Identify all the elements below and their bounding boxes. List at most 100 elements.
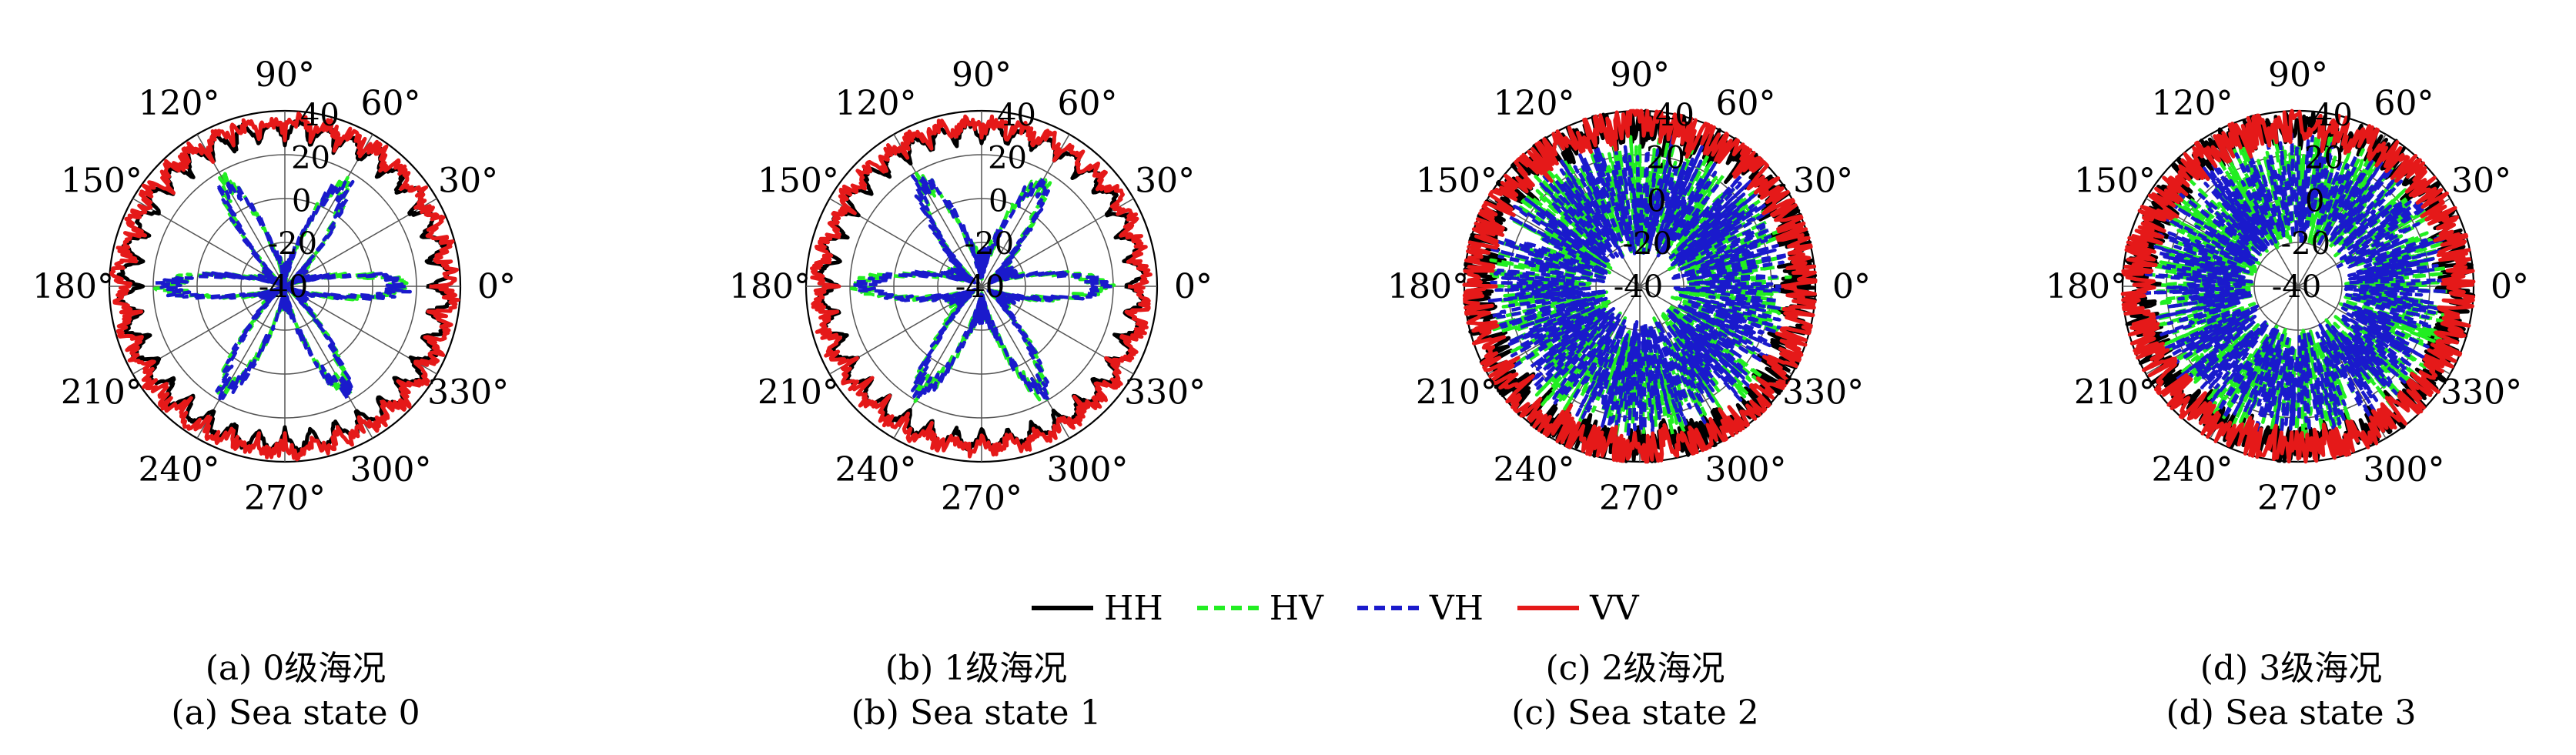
- angle-tick-label: 180°: [2046, 267, 2127, 306]
- angle-tick-label: 240°: [1494, 450, 1575, 489]
- angle-tick-label: 90°: [255, 55, 315, 95]
- angle-tick-label: 150°: [2074, 162, 2156, 201]
- series-line-hh: [116, 118, 453, 455]
- angle-tick-label: 90°: [1610, 55, 1670, 95]
- angle-tick-label: 120°: [835, 84, 917, 123]
- caption-a: (a) 0级海况 (a) Sea state 0: [26, 646, 565, 736]
- caption-d-cn: (d) 3级海况: [2200, 649, 2383, 688]
- angle-tick-label: 300°: [350, 450, 432, 489]
- series-line-vv: [810, 114, 1153, 459]
- angle-tick-label: 120°: [2152, 84, 2233, 123]
- angle-tick-label: 270°: [941, 479, 1022, 518]
- angle-tick-label: 0°: [1832, 267, 1871, 306]
- polar-chart-d: 40 20 0 -20 -40 0° 30° 60° 90° 120° 150° 180° 210° 24…: [2046, 55, 2529, 518]
- legend-label-hh: HH: [1104, 588, 1163, 628]
- radial-tick-label: -20: [2281, 226, 2330, 262]
- radial-tick-label: -40: [1614, 269, 1663, 305]
- angle-tick-label: 150°: [61, 162, 142, 201]
- angle-tick-label: 0°: [1174, 267, 1213, 306]
- angle-tick-label: 120°: [139, 84, 220, 123]
- legend: HH HV VH VV: [1032, 585, 1639, 631]
- angle-tick-label: 30°: [2451, 162, 2511, 201]
- angle-tick-label: 240°: [139, 450, 220, 489]
- angle-tick-label: 60°: [2374, 84, 2434, 123]
- caption-d: (d) 3级海况 (d) Sea state 3: [2022, 646, 2561, 736]
- grid-spoke: [196, 286, 286, 439]
- angle-tick-label: 330°: [427, 373, 509, 413]
- radial-tick-label: 20: [291, 141, 330, 176]
- caption-a-cn: (a) 0级海况: [205, 649, 386, 688]
- caption-b-cn: (b) 1级海况: [885, 649, 1068, 688]
- series-line-vh: [153, 179, 412, 402]
- angle-tick-label: 30°: [1793, 162, 1853, 201]
- angle-tick-label: 270°: [1599, 479, 1681, 518]
- angle-tick-label: 60°: [361, 84, 421, 123]
- caption-d-en: (d) Sea state 3: [2166, 693, 2417, 733]
- legend-label-vh: VH: [1429, 588, 1484, 628]
- radial-tick-label: -20: [268, 226, 317, 262]
- angle-tick-label: 180°: [32, 267, 114, 306]
- polar-chart-b: 40 20 0 -20 -40 0° 30° 60° 90° 120° 150° 180° 210° 24…: [729, 55, 1213, 518]
- series-line-vv: [1462, 109, 1818, 464]
- angle-tick-label: 210°: [1416, 373, 1497, 413]
- polar-chart-a: 40 20 0 -20 -40 0° 30° 60° 90° 120° 150° 180° 210° 24…: [32, 55, 516, 518]
- caption-c: (c) 2级海况 (c) Sea state 2: [1366, 646, 1905, 736]
- radial-tick-label: -20: [965, 226, 1014, 262]
- polar-chart-c: 40 20 0 -20 -40 0° 30° 60° 90° 120° 150° 180° 210° 24…: [1387, 55, 1871, 518]
- angle-tick-label: 120°: [1494, 84, 1575, 123]
- series-line-vv: [109, 111, 460, 462]
- legend-item-hh: HH: [1032, 589, 1163, 628]
- angle-tick-label: 270°: [2257, 479, 2339, 518]
- angle-tick-label: 270°: [244, 479, 326, 518]
- angle-tick-label: 180°: [1387, 267, 1469, 306]
- caption-c-en: (c) Sea state 2: [1511, 693, 1759, 733]
- series-line-vh: [2143, 132, 2449, 436]
- legend-label-hv: HV: [1269, 588, 1323, 628]
- radial-tick-label: 0: [292, 183, 311, 219]
- angle-tick-label: 150°: [758, 162, 839, 201]
- radial-tick-label: -40: [259, 269, 308, 305]
- legend-label-vv: VV: [1590, 588, 1639, 628]
- caption-c-cn: (c) 2级海况: [1545, 649, 1725, 688]
- legend-swatch-hv: [1196, 606, 1259, 610]
- angle-tick-label: 60°: [1058, 84, 1118, 123]
- angle-tick-label: 300°: [1705, 450, 1787, 489]
- legend-item-vh: VH: [1357, 589, 1484, 628]
- radial-tick-label: 40: [997, 98, 1036, 133]
- legend-swatch-vv: [1517, 606, 1580, 610]
- angle-tick-label: 330°: [1124, 373, 1206, 413]
- radial-tick-label: 40: [1655, 98, 1694, 133]
- legend-swatch-hh: [1032, 606, 1093, 610]
- series-line-vh: [851, 174, 1116, 403]
- radial-tick-label: -40: [955, 269, 1005, 305]
- angle-tick-label: 240°: [835, 450, 917, 489]
- radial-tick-label: -20: [1623, 226, 1672, 262]
- legend-item-hv: HV: [1196, 588, 1323, 628]
- series-line-vv: [2120, 109, 2476, 464]
- angle-tick-label: 330°: [1782, 373, 1864, 413]
- caption-a-en: (a) Sea state 0: [171, 693, 420, 733]
- angle-tick-label: 240°: [2152, 450, 2233, 489]
- radial-tick-label: 20: [2304, 141, 2343, 176]
- radial-tick-label: 0: [989, 183, 1008, 219]
- angle-tick-label: 30°: [1135, 162, 1195, 201]
- angle-tick-label: 0°: [477, 267, 516, 306]
- legend-item-vv: VV: [1517, 589, 1639, 628]
- radial-tick-label: -40: [2272, 269, 2321, 305]
- radial-tick-label: 40: [300, 98, 340, 133]
- radial-tick-label: 20: [1646, 141, 1685, 176]
- radial-tick-label: 0: [1647, 183, 1666, 219]
- angle-tick-label: 330°: [2441, 373, 2522, 413]
- radial-tick-label: 0: [2305, 183, 2324, 219]
- angle-tick-label: 90°: [2268, 55, 2328, 95]
- caption-b-en: (b) Sea state 1: [851, 693, 1102, 733]
- angle-tick-label: 0°: [2491, 267, 2529, 306]
- legend-swatch-vh: [1357, 606, 1419, 610]
- angle-tick-label: 210°: [758, 373, 839, 413]
- angle-tick-label: 30°: [438, 162, 498, 201]
- angle-tick-label: 90°: [952, 55, 1012, 95]
- caption-b: (b) 1级海况 (b) Sea state 1: [707, 646, 1246, 736]
- angle-tick-label: 300°: [2364, 450, 2445, 489]
- angle-tick-label: 300°: [1047, 450, 1129, 489]
